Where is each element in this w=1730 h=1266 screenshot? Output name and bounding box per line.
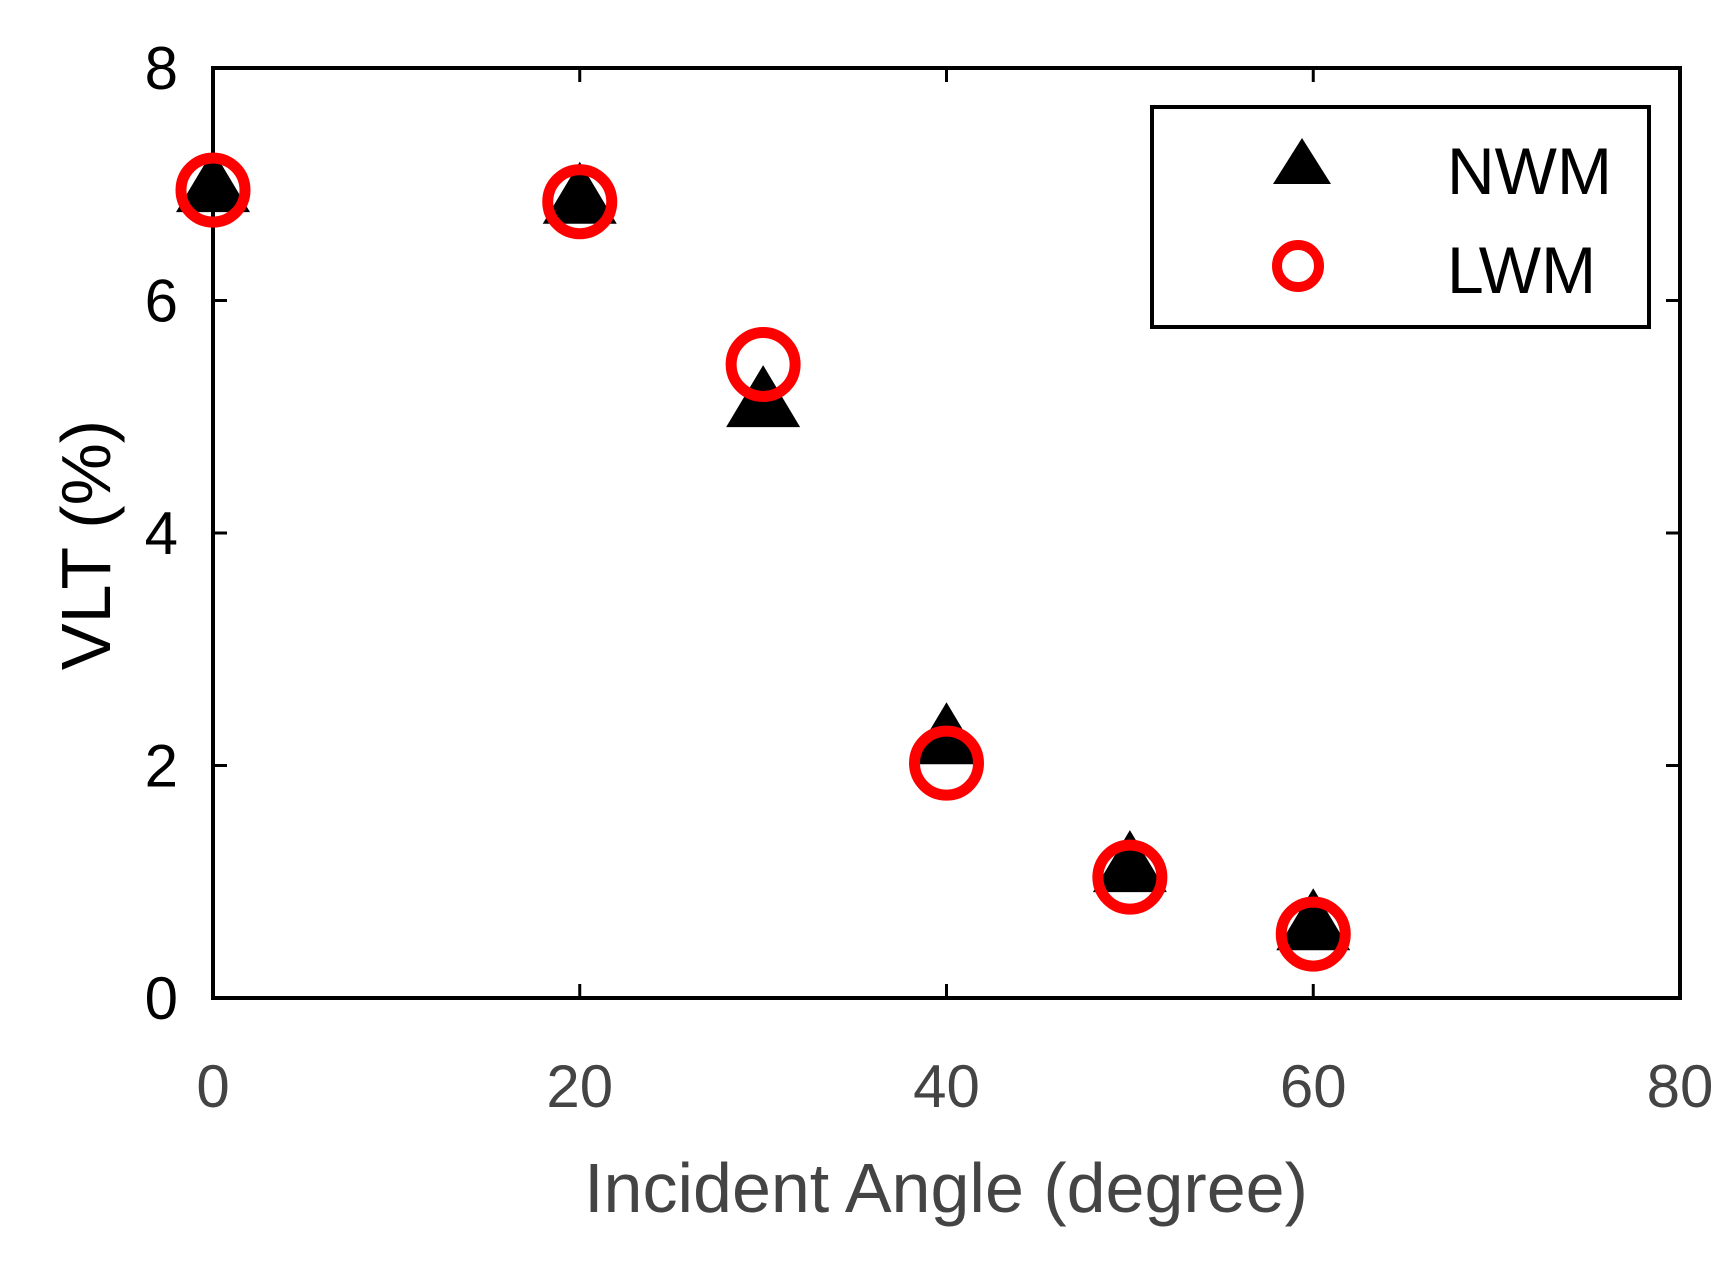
nwm-point [176,150,250,213]
lwm-point [175,152,251,228]
legend: NWM LWM [1150,105,1651,329]
lwm-point [1275,896,1351,972]
legend-circle-marker [1272,240,1324,292]
legend-triangle-marker [1273,138,1331,184]
y-tick-label: 6 [145,268,178,335]
lwm-point [542,164,618,240]
nwm-point [542,161,617,224]
x-axis-title: Incident Angle (degree) [584,1149,1308,1227]
lwm-point [725,326,801,402]
y-tick-label: 8 [145,35,178,102]
y-tick-label: 2 [145,733,178,800]
data-markers [175,150,1351,972]
x-tick-label: 80 [1647,1053,1714,1120]
axis-ticks [211,66,1682,1000]
lwm-point [1092,839,1168,915]
legend-label-lwm: LWM [1447,233,1596,307]
tick-labels: 0 20 40 60 80 0 2 4 6 8 [145,35,1714,1120]
x-tick-label: 0 [196,1053,229,1120]
legend-box [1150,105,1651,329]
nwm-point [1092,830,1167,893]
x-tick-label: 40 [913,1053,980,1120]
y-tick-label: 4 [145,500,178,567]
y-tick-label: 0 [145,965,178,1032]
nwm-point [1276,888,1351,951]
y-axis-title: VLT (%) [47,420,125,670]
x-tick-label: 60 [1280,1053,1347,1120]
x-tick-label: 20 [546,1053,613,1120]
legend-label-nwm: NWM [1447,134,1612,208]
lwm-point [909,725,984,801]
